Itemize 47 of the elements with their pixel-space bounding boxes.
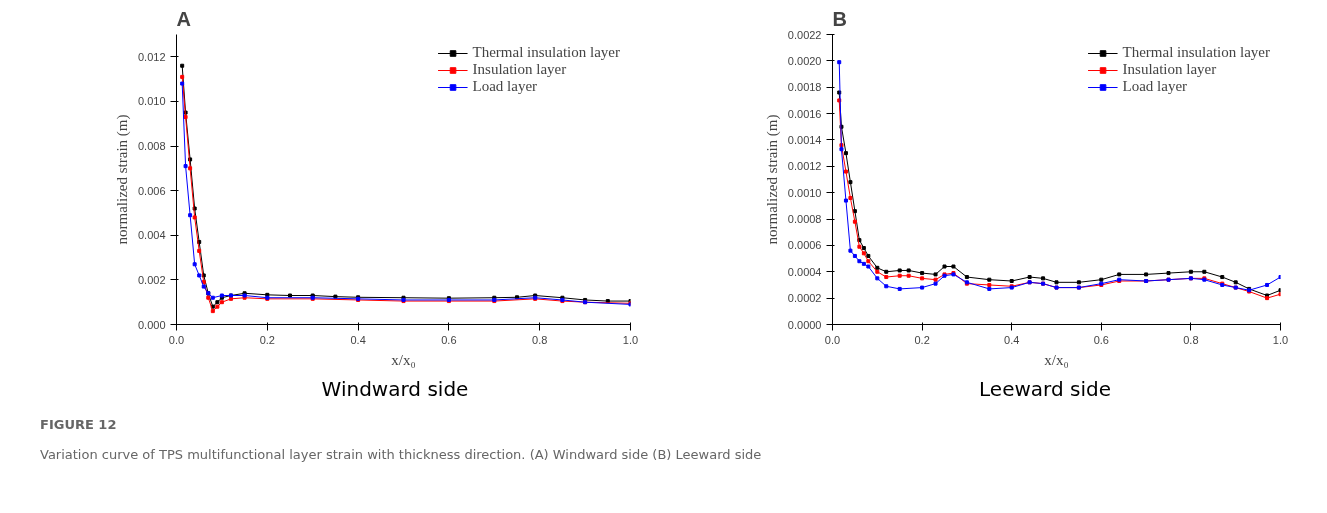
legend-label: Thermal insulation layer [472,44,620,61]
y-tick-label: 0.006 [137,184,166,197]
y-tick-label: 0.0004 [787,265,822,278]
text: Variation curve of TPS multifunctional layer strain with thickness direction. (A) Windward side (B) Leeward side [40,446,762,465]
x-tick-label: 1.0 [622,333,639,346]
caption: FIGURE 12 [40,415,117,434]
y-tick-label: 0.004 [137,229,166,242]
y-tick-label: 0.002 [137,273,166,286]
x-tick-label: 0.4 [350,333,366,346]
y-tick-label: 0.0014 [787,133,822,146]
legend-label: Load layer [1122,78,1188,95]
y-tick-label: 0.0020 [787,54,822,67]
y-axis-title: normalized strain (m) [763,114,781,245]
x-tick-label: 0.0 [824,333,841,346]
y-tick-label: 0.0016 [787,107,822,120]
legend-label: Load layer [472,78,538,95]
y-tick-label: 0.0000 [787,318,822,331]
y-tick-label: 0.0006 [787,239,822,252]
y-axis-title: normalized strain (m) [113,114,131,245]
chart-title: B [832,7,847,30]
y-tick-label: 0.0010 [787,186,822,199]
chart-title: A [176,7,191,30]
y-tick-label: 0.0002 [787,292,822,305]
x-tick-label: 0.2 [914,333,930,346]
x-tick-label: 1.0 [1272,333,1289,346]
x-tick-label: 0.6 [441,333,457,346]
text: Leeward side [979,376,1111,403]
text: Windward side [321,376,469,403]
x-axis-title: x/x₀ [1044,351,1069,368]
x-tick-label: 0.8 [1183,333,1199,346]
x-axis-title: x/x₀ [391,351,416,368]
legend-label: Insulation layer [472,61,567,78]
x-tick-label: 0.8 [532,333,548,346]
y-tick-label: 0.0008 [787,213,822,226]
y-tick-label: 0.0012 [787,160,822,173]
y-tick-label: 0.0018 [787,81,822,94]
legend-label: Insulation layer [1122,61,1217,78]
y-tick-label: 0.0022 [787,28,822,41]
y-tick-label: 0.010 [137,95,166,108]
x-tick-label: 0.0 [168,333,185,346]
x-tick-label: 0.6 [1093,333,1109,346]
y-tick-label: 0.000 [137,318,166,331]
legend-label: Thermal insulation layer [1122,44,1270,61]
x-tick-label: 0.4 [1004,333,1020,346]
y-tick-label: 0.012 [137,50,166,63]
y-tick-label: 0.008 [137,140,166,153]
x-tick-label: 0.2 [259,333,275,346]
